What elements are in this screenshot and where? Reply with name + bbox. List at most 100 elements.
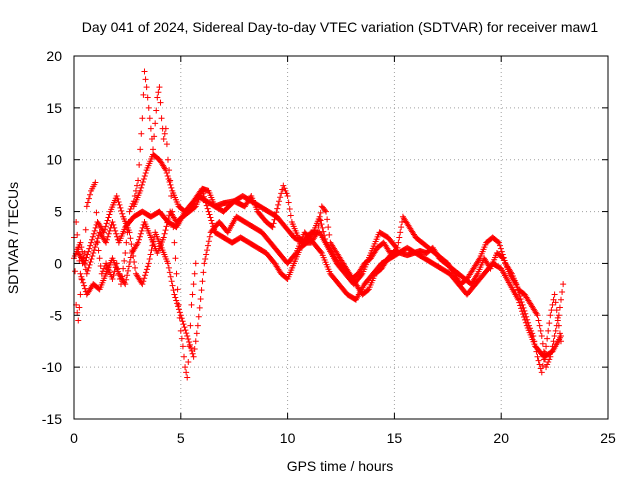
data-point (142, 76, 149, 83)
x-tick-label: 0 (70, 430, 78, 446)
data-point (139, 178, 146, 185)
data-point (183, 330, 190, 337)
data-point (543, 364, 550, 371)
data-point (161, 165, 168, 172)
data-point (122, 250, 129, 257)
data-point (536, 361, 543, 368)
data-point (90, 250, 97, 257)
data-point (165, 215, 172, 222)
data-point (181, 324, 188, 331)
data-point (496, 242, 503, 249)
data-point (139, 281, 146, 288)
data-point (92, 244, 99, 251)
data-point (110, 272, 117, 279)
data-point (175, 306, 182, 313)
data-point (535, 357, 542, 364)
data-point (539, 340, 546, 347)
data-point (114, 195, 121, 202)
data-point (554, 317, 561, 324)
data-point (358, 271, 365, 278)
data-point (544, 335, 551, 342)
chart-title: Day 041 of 2024, Sidereal Day-to-day VTE… (82, 19, 599, 35)
data-point (194, 322, 201, 329)
y-axis-label: SDTVAR / TECUs (5, 182, 21, 294)
data-point (517, 302, 524, 309)
data-point (93, 238, 100, 245)
data-point (162, 167, 169, 174)
data-point (84, 267, 91, 274)
y-tick-label: 20 (46, 48, 62, 64)
data-point (143, 84, 150, 91)
data-point (82, 257, 89, 264)
data-point (204, 205, 211, 212)
data-point (164, 219, 171, 226)
data-point (104, 233, 111, 240)
data-point (83, 270, 90, 277)
data-point (137, 230, 144, 237)
data-point (123, 239, 130, 246)
x-tick-label: 15 (387, 430, 403, 446)
data-point (192, 260, 199, 267)
data-point (282, 187, 289, 194)
data-point (105, 230, 112, 237)
data-point (318, 221, 325, 228)
data-point (106, 211, 113, 218)
data-point (117, 204, 124, 211)
data-point (495, 238, 502, 245)
data-point (287, 212, 294, 219)
data-point (146, 255, 153, 262)
data-point (102, 223, 109, 230)
data-point (138, 184, 145, 191)
data-point (316, 213, 323, 220)
data-point (115, 198, 122, 205)
data-point (157, 99, 164, 106)
data-point (546, 320, 553, 327)
data-point (84, 251, 91, 258)
data-point (190, 353, 197, 360)
data-point (551, 291, 558, 298)
data-point (325, 224, 332, 231)
data-point (499, 251, 506, 258)
data-point (535, 317, 542, 324)
data-point (179, 343, 186, 350)
data-point (162, 125, 169, 132)
x-axis-label: GPS time / hours (287, 458, 394, 474)
data-point (92, 224, 99, 231)
data-point (179, 318, 186, 325)
data-point (200, 190, 207, 197)
data-point (547, 312, 554, 319)
data-point (283, 190, 290, 197)
data-point (149, 242, 156, 249)
data-point (144, 94, 151, 101)
data-point (136, 161, 143, 168)
data-point (500, 254, 507, 261)
data-point (171, 291, 178, 298)
data-point (132, 264, 139, 271)
data-point (128, 241, 135, 248)
data-point (176, 309, 183, 316)
data-point (317, 209, 324, 216)
data-point (559, 288, 566, 295)
data-point (285, 199, 292, 206)
data-point (135, 239, 142, 246)
data-point (166, 269, 173, 276)
data-point (141, 173, 148, 180)
data-point (139, 224, 146, 231)
data-point (545, 327, 552, 334)
data-point (147, 125, 154, 132)
data-point (546, 356, 553, 363)
data-point (552, 299, 559, 306)
data-point (184, 333, 191, 340)
data-point (173, 270, 180, 277)
data-point (94, 235, 101, 242)
data-point (522, 319, 529, 326)
data-point (192, 338, 199, 345)
data-point (286, 205, 293, 212)
data-point (123, 276, 130, 283)
data-point (204, 242, 211, 249)
data-point (177, 327, 184, 334)
data-point (174, 286, 181, 293)
data-point (498, 248, 505, 255)
data-point (177, 312, 184, 319)
